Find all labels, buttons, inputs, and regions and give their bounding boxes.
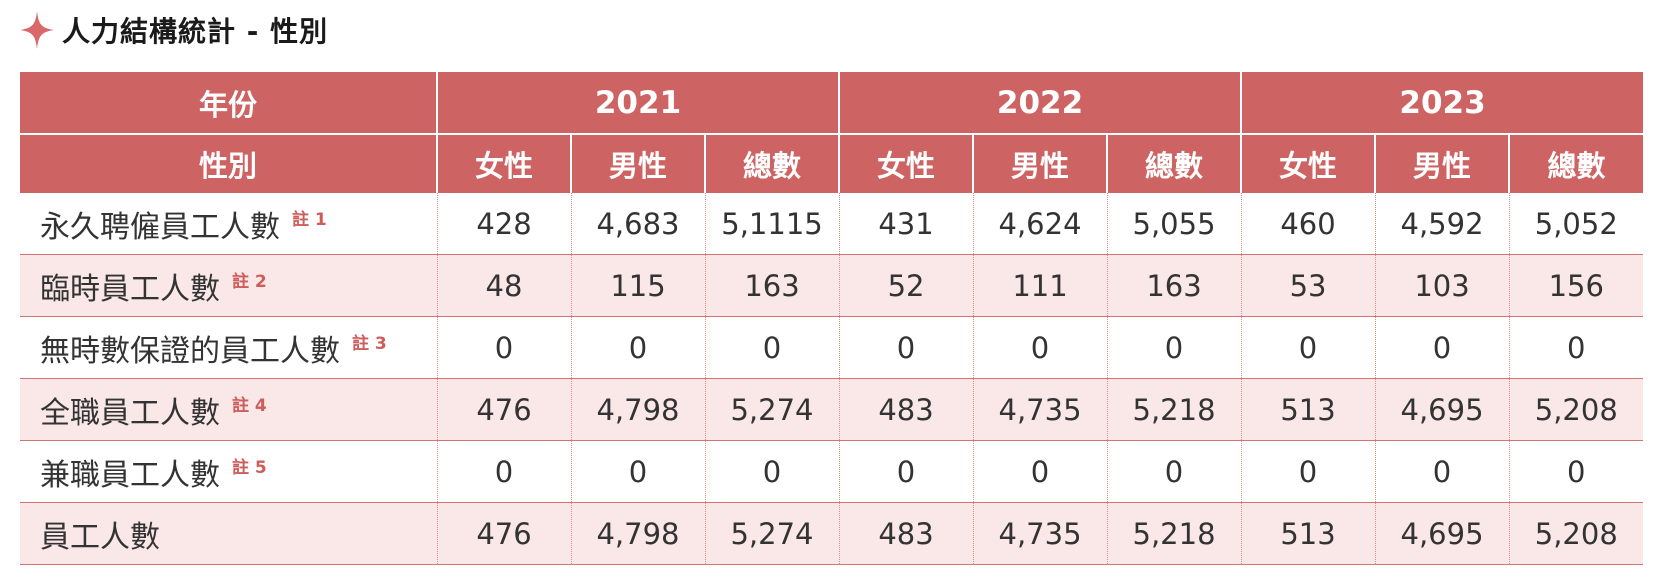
table-cell: 5,218 [1106, 502, 1242, 565]
table-cell: 431 [838, 193, 974, 255]
table-cell: 115 [570, 254, 705, 317]
col-female: 女性 [436, 134, 571, 193]
table-row: 永久聘僱員工人數註 1 428 4,683 5,1115 431 4,624 5… [20, 193, 1644, 255]
table-row: 全職員工人數註 4 476 4,798 5,274 483 4,735 5,21… [20, 378, 1644, 441]
col-total: 總數 [703, 134, 840, 193]
workforce-gender-table: 年份 2021 2022 2023 性別 女性 男性 總數 女性 男性 總數 女… [20, 72, 1644, 565]
table-cell: 4,592 [1374, 193, 1510, 255]
table-cell: 5,274 [704, 378, 840, 441]
table-cell: 0 [1240, 316, 1376, 379]
table-cell: 163 [704, 254, 840, 317]
col-total: 總數 [1106, 134, 1242, 193]
table-cell: 0 [1374, 316, 1510, 379]
year-2023-header: 2023 [1240, 72, 1644, 135]
col-female: 女性 [1240, 134, 1376, 193]
row-label: 員工人數 [20, 502, 437, 565]
table-cell: 476 [436, 502, 571, 565]
table-cell: 52 [838, 254, 974, 317]
footnote-ref: 註 1 [292, 209, 327, 230]
row-label-text: 永久聘僱員工人數 [40, 209, 280, 245]
table-cell: 0 [972, 440, 1108, 503]
table-cell: 0 [972, 316, 1108, 379]
row-label: 兼職員工人數註 5 [20, 440, 437, 503]
footnote-ref: 註 3 [352, 333, 387, 354]
table-cell: 5,208 [1508, 378, 1644, 441]
col-male: 男性 [570, 134, 705, 193]
row-label-text: 臨時員工人數 [40, 271, 220, 307]
row-label-text: 全職員工人數 [40, 395, 220, 431]
table-cell: 0 [436, 440, 571, 503]
table-cell: 0 [1240, 440, 1376, 503]
footnote-ref: 註 4 [232, 395, 267, 416]
footnote-ref: 註 2 [232, 271, 267, 292]
row-label-text: 無時數保證的員工人數 [40, 333, 340, 369]
table-cell: 4,695 [1374, 378, 1510, 441]
year-2021-header: 2021 [435, 72, 840, 135]
table-cell: 163 [1106, 254, 1242, 317]
header-row-years: 年份 2021 2022 2023 [20, 72, 1644, 135]
sparkle-icon [20, 11, 54, 49]
col-male: 男性 [972, 134, 1108, 193]
table-cell: 0 [570, 316, 705, 379]
table-cell: 103 [1374, 254, 1510, 317]
table-cell: 4,683 [570, 193, 705, 255]
table-cell: 156 [1508, 254, 1644, 317]
table-cell: 5,1115 [704, 193, 840, 255]
table-cell: 5,274 [704, 502, 840, 565]
table-cell: 0 [436, 316, 571, 379]
table-cell: 476 [436, 378, 571, 441]
table-cell: 460 [1240, 193, 1376, 255]
table-cell: 0 [570, 440, 705, 503]
table-cell: 5,055 [1106, 193, 1242, 255]
page-title: 人力結構統計 - 性別 [62, 15, 329, 48]
row-label: 無時數保證的員工人數註 3 [20, 316, 437, 379]
title-bar: 人力結構統計 - 性別 [20, 8, 328, 52]
table-cell: 4,798 [570, 502, 705, 565]
table-cell: 513 [1240, 378, 1376, 441]
table-row: 員工人數 476 4,798 5,274 483 4,735 5,218 513… [20, 502, 1644, 565]
col-female: 女性 [838, 134, 974, 193]
table-cell: 0 [704, 440, 840, 503]
year-2022-header: 2022 [838, 72, 1242, 135]
table-cell: 5,218 [1106, 378, 1242, 441]
table-cell: 483 [838, 502, 974, 565]
table-cell: 0 [704, 316, 840, 379]
row-label: 臨時員工人數註 2 [20, 254, 437, 317]
table-cell: 0 [1374, 440, 1510, 503]
gender-header-label: 性別 [20, 134, 437, 193]
table-cell: 4,695 [1374, 502, 1510, 565]
row-label: 永久聘僱員工人數註 1 [20, 193, 437, 255]
table-cell: 0 [1508, 316, 1644, 379]
table-cell: 0 [838, 316, 974, 379]
table-row: 兼職員工人數註 5 0 0 0 0 0 0 0 0 0 [20, 440, 1644, 503]
table-cell: 0 [1106, 440, 1242, 503]
table-cell: 5,052 [1508, 193, 1644, 255]
table-cell: 513 [1240, 502, 1376, 565]
table-cell: 4,798 [570, 378, 705, 441]
table-cell: 48 [436, 254, 571, 317]
row-label: 全職員工人數註 4 [20, 378, 437, 441]
table-cell: 483 [838, 378, 974, 441]
year-header-label: 年份 [20, 72, 437, 135]
row-label-text: 員工人數 [40, 519, 160, 555]
table-cell: 4,735 [972, 378, 1108, 441]
table-cell: 53 [1240, 254, 1376, 317]
table-cell: 4,735 [972, 502, 1108, 565]
table-cell: 428 [436, 193, 571, 255]
footnote-ref: 註 5 [232, 457, 267, 478]
row-label-text: 兼職員工人數 [40, 457, 220, 493]
col-total: 總數 [1508, 134, 1644, 193]
table-cell: 5,208 [1508, 502, 1644, 565]
table-cell: 0 [1508, 440, 1644, 503]
table-cell: 0 [1106, 316, 1242, 379]
table-cell: 111 [972, 254, 1108, 317]
table-row: 臨時員工人數註 2 48 115 163 52 111 163 53 103 1… [20, 254, 1644, 317]
table-cell: 4,624 [972, 193, 1108, 255]
col-male: 男性 [1374, 134, 1510, 193]
table-cell: 0 [838, 440, 974, 503]
table-row: 無時數保證的員工人數註 3 0 0 0 0 0 0 0 0 0 [20, 316, 1644, 379]
header-row-gender: 性別 女性 男性 總數 女性 男性 總數 女性 男性 總數 [20, 134, 1644, 193]
